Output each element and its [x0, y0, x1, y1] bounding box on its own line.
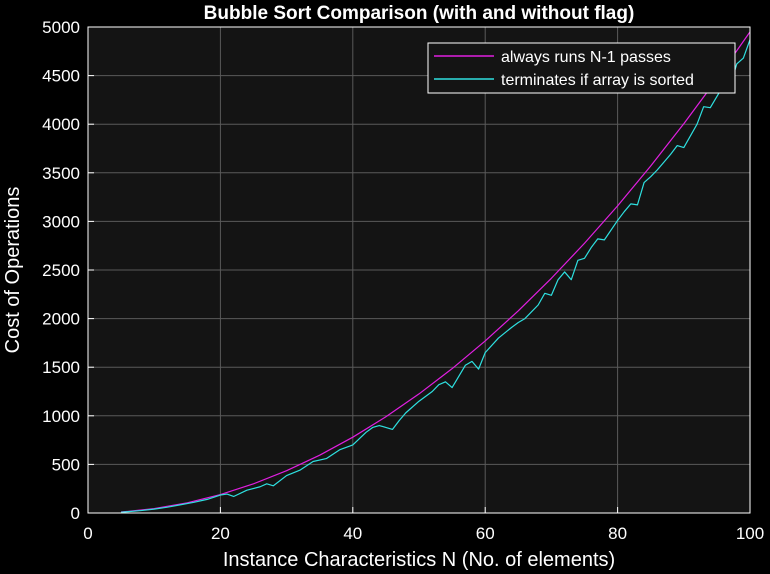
x-tick-label: 100	[736, 524, 764, 543]
y-tick-label: 3500	[42, 164, 80, 183]
series-terminates-line	[121, 39, 751, 513]
legend-box	[427, 42, 736, 94]
legend-label-always-runs: always runs N-1 passes	[501, 49, 671, 66]
y-tick-label: 2000	[42, 310, 80, 329]
x-tick-label: 20	[211, 524, 230, 543]
x-axis-label: Instance Characteristics N (No. of eleme…	[223, 549, 615, 571]
y-axis-label: Cost of Operations	[2, 187, 24, 354]
y-tick-label: 4000	[42, 115, 80, 134]
grid-lines	[88, 27, 750, 513]
y-tick-label: 2500	[42, 261, 80, 280]
y-tick-label: 4500	[42, 67, 80, 86]
tick-labels: 0 20 40 60 80 1000500100015002000250030003500…	[42, 18, 764, 543]
y-tick-label: 500	[52, 455, 80, 474]
legend: always runs N-1 passes terminates if arr…	[427, 42, 736, 94]
y-tick-label: 1500	[42, 358, 80, 377]
x-tick-label: 0	[83, 524, 92, 543]
series-always-runs-line	[121, 31, 751, 513]
legend-label-terminates: terminates if array is sorted	[501, 72, 694, 89]
series-lines	[121, 31, 751, 513]
x-tick-label: 40	[343, 524, 362, 543]
x-tick-label: 80	[608, 524, 627, 543]
y-tick-label: 5000	[42, 18, 80, 37]
x-tick-label: 60	[476, 524, 495, 543]
y-tick-label: 1000	[42, 407, 80, 426]
y-tick-label: 3000	[42, 212, 80, 231]
chart-title: Bubble Sort Comparison (with and without…	[204, 3, 635, 24]
y-tick-label: 0	[71, 504, 80, 523]
